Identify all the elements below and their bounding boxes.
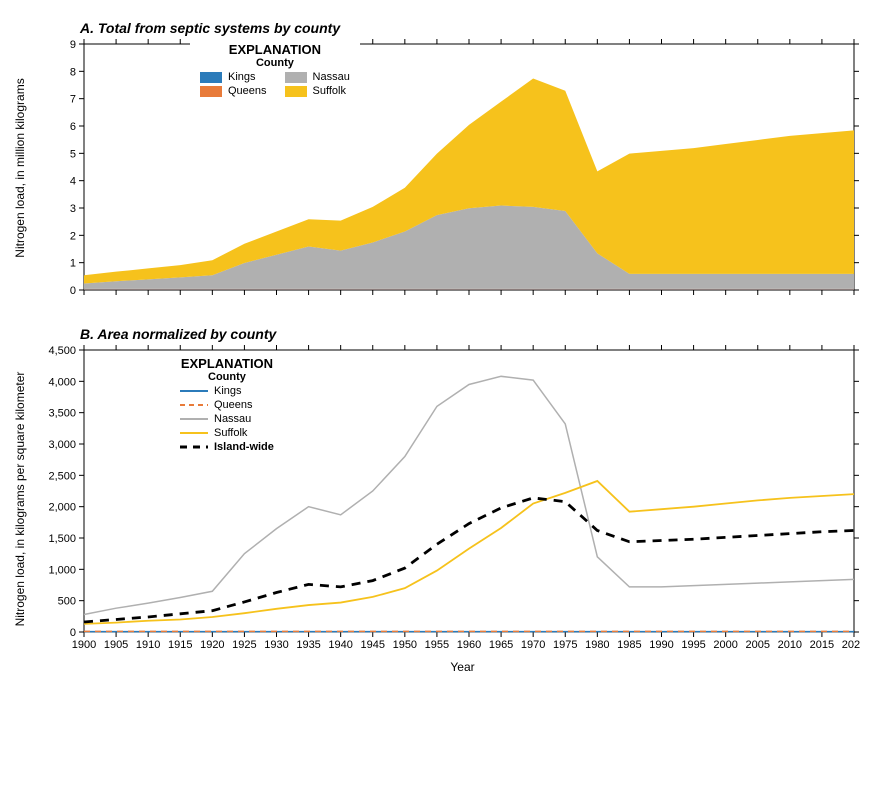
- svg-text:1960: 1960: [457, 639, 481, 651]
- legend-a-subtitle: County: [200, 57, 350, 69]
- panel-a-y-axis-label-cell: Nitrogen load, in million kilograms: [20, 38, 40, 298]
- svg-text:7: 7: [70, 94, 76, 106]
- svg-text:2,000: 2,000: [48, 502, 76, 514]
- svg-text:4,000: 4,000: [48, 376, 76, 388]
- panel-b-letter: B.: [80, 326, 94, 342]
- legend-item-nassau: Nassau: [180, 413, 274, 425]
- figure: A. Total from septic systems by county N…: [20, 20, 865, 674]
- panel-a-plot: 0 1 2 3 4 5 6 7 8 9: [40, 38, 860, 298]
- panel-b-title-text: Area normalized by county: [97, 326, 276, 342]
- line-island: [84, 498, 854, 622]
- svg-text:6: 6: [70, 121, 76, 133]
- panel-b: B. Area normalized by county Nitrogen lo…: [20, 326, 865, 674]
- line-swatch-suffolk: [180, 427, 208, 439]
- line-swatch-nassau: [180, 413, 208, 425]
- svg-text:1900: 1900: [72, 639, 96, 651]
- svg-text:1905: 1905: [104, 639, 128, 651]
- svg-text:2005: 2005: [746, 639, 770, 651]
- svg-text:1,000: 1,000: [48, 564, 76, 576]
- area-kings: [84, 289, 854, 290]
- svg-text:1950: 1950: [393, 639, 417, 651]
- svg-text:8: 8: [70, 66, 76, 78]
- svg-text:3,500: 3,500: [48, 408, 76, 420]
- svg-text:2: 2: [70, 230, 76, 242]
- svg-text:4,500: 4,500: [48, 345, 76, 357]
- legend-item-kings: Kings: [200, 71, 267, 83]
- panel-b-y-axis-label-cell: Nitrogen load, in kilograms per square k…: [20, 344, 40, 654]
- svg-text:1925: 1925: [232, 639, 256, 651]
- panel-a-y-label: Nitrogen load, in million kilograms: [13, 78, 27, 257]
- legend-item-suffolk: Suffolk: [180, 427, 274, 439]
- legend-item-kings: Kings: [180, 385, 274, 397]
- svg-text:1920: 1920: [200, 639, 224, 651]
- line-swatch-kings: [180, 385, 208, 397]
- area-queens: [84, 289, 854, 290]
- svg-text:1935: 1935: [296, 639, 320, 651]
- panel-b-legend: EXPLANATIONCounty Kings Queens Nassau Suffol…: [170, 352, 284, 459]
- svg-text:1945: 1945: [361, 639, 385, 651]
- swatch-queens: [200, 86, 222, 97]
- svg-text:1975: 1975: [553, 639, 577, 651]
- line-swatch-queens: [180, 399, 208, 411]
- panel-b-title: B. Area normalized by county: [80, 326, 865, 342]
- svg-text:5: 5: [70, 148, 76, 160]
- panel-a-legend: EXPLANATIONCounty Kings Queens Nassau Suffol…: [190, 38, 360, 103]
- svg-text:2015: 2015: [810, 639, 834, 651]
- svg-text:2,500: 2,500: [48, 470, 76, 482]
- svg-text:1: 1: [70, 258, 76, 270]
- svg-text:2010: 2010: [778, 639, 802, 651]
- legend-item-queens: Queens: [200, 85, 267, 97]
- svg-text:3,000: 3,000: [48, 439, 76, 451]
- panel-a-letter: A.: [80, 20, 94, 36]
- svg-text:2000: 2000: [713, 639, 737, 651]
- panel-a: A. Total from septic systems by county N…: [20, 20, 865, 298]
- svg-text:500: 500: [58, 596, 76, 608]
- svg-text:4: 4: [70, 176, 76, 188]
- svg-text:3: 3: [70, 203, 76, 215]
- svg-text:1965: 1965: [489, 639, 513, 651]
- line-suffolk: [84, 481, 854, 624]
- legend-a-title: EXPLANATION: [200, 42, 350, 57]
- svg-text:1910: 1910: [136, 639, 160, 651]
- svg-text:2020: 2020: [842, 639, 860, 651]
- svg-text:1955: 1955: [425, 639, 449, 651]
- svg-text:1990: 1990: [649, 639, 673, 651]
- panel-b-plot: 0 500 1,000 1,500 2,000 2,500 3,000 3,500 4,000 4…: [40, 344, 860, 654]
- svg-text:1,500: 1,500: [48, 533, 76, 545]
- swatch-suffolk: [285, 86, 307, 97]
- svg-text:1995: 1995: [681, 639, 705, 651]
- legend-item-island: Island-wide: [180, 441, 274, 453]
- panel-a-title-text: Total from septic systems by county: [98, 20, 340, 36]
- svg-text:0: 0: [70, 627, 76, 639]
- svg-text:0: 0: [70, 285, 76, 297]
- legend-b-subtitle: County: [180, 371, 274, 383]
- legend-item-suffolk: Suffolk: [285, 85, 350, 97]
- x-axis-label: Year: [60, 660, 865, 674]
- panel-b-y-label: Nitrogen load, in kilograms per square k…: [13, 372, 27, 627]
- svg-text:1915: 1915: [168, 639, 192, 651]
- svg-text:1980: 1980: [585, 639, 609, 651]
- swatch-kings: [200, 72, 222, 83]
- line-swatch-island: [180, 441, 208, 453]
- svg-text:9: 9: [70, 39, 76, 51]
- svg-text:1930: 1930: [264, 639, 288, 651]
- svg-text:1940: 1940: [328, 639, 352, 651]
- legend-item-nassau: Nassau: [285, 71, 350, 83]
- svg-text:1985: 1985: [617, 639, 641, 651]
- svg-text:1970: 1970: [521, 639, 545, 651]
- panel-a-title: A. Total from septic systems by county: [80, 20, 865, 36]
- swatch-nassau: [285, 72, 307, 83]
- legend-item-queens: Queens: [180, 399, 274, 411]
- legend-b-title: EXPLANATION: [180, 356, 274, 371]
